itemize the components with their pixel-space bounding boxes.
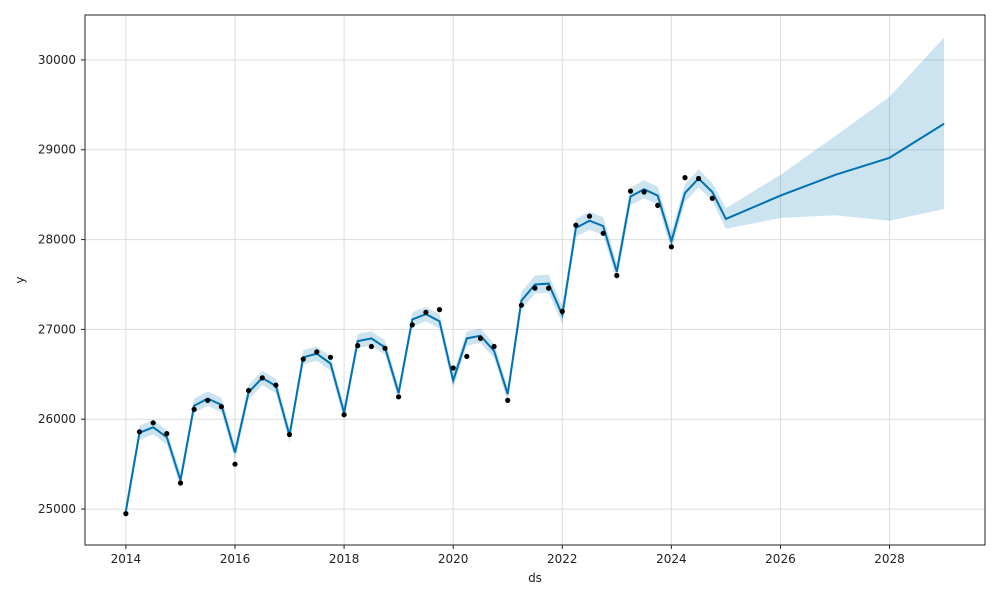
uncertainty-band [125, 37, 945, 519]
observed-point [259, 375, 265, 381]
observed-point [246, 387, 252, 394]
x-tick-label: 2016 [220, 552, 251, 566]
y-tick-label: 28000 [38, 233, 76, 247]
y-tick-label: 30000 [38, 53, 76, 67]
observed-point [627, 188, 634, 194]
observed-point [218, 404, 224, 410]
observed-point [164, 431, 170, 437]
observed-point [573, 222, 579, 228]
observed-point [150, 420, 156, 426]
observed-point [423, 309, 429, 315]
observed-point [327, 354, 334, 360]
observed-point [586, 213, 593, 219]
observed-point [614, 272, 620, 279]
observed-point [368, 343, 374, 350]
observed-point [559, 308, 565, 314]
observed-point [491, 343, 497, 350]
observed-point [314, 349, 320, 355]
observed-point [477, 335, 484, 341]
observed-points [123, 175, 715, 517]
observed-point [205, 397, 211, 403]
x-tick-label: 2028 [874, 552, 905, 566]
observed-point [450, 365, 456, 371]
y-axis-label: y [13, 276, 27, 283]
y-tick-label: 27000 [38, 322, 76, 336]
x-tick-label: 2014 [111, 552, 142, 566]
forecast-line [124, 122, 945, 512]
x-tick-label: 2026 [765, 552, 796, 566]
y-tick-label: 26000 [38, 412, 76, 426]
observed-point [136, 429, 143, 435]
observed-point [396, 394, 402, 400]
observed-point [286, 431, 293, 438]
grid [85, 15, 985, 545]
observed-point [505, 397, 511, 403]
observed-point [518, 302, 525, 308]
observed-point [668, 244, 675, 250]
observed-point [709, 195, 715, 201]
observed-point [655, 202, 661, 208]
x-tick-label: 2018 [329, 552, 360, 566]
observed-point [300, 356, 306, 362]
x-axis-label: ds [528, 571, 542, 585]
observed-point [464, 353, 470, 359]
x-tick-label: 2022 [547, 552, 578, 566]
y-axis-ticks: 25000 26000 27000 28000 29000 30000 [38, 53, 85, 516]
y-tick-label: 25000 [38, 502, 76, 516]
observed-point [273, 382, 279, 388]
y-tick-label: 29000 [38, 143, 76, 157]
observed-point [191, 406, 197, 412]
observed-point [546, 285, 552, 291]
observed-point [682, 175, 688, 181]
x-axis-ticks: 2014 2016 2018 2020 2022 2024 2026 2028 [111, 545, 905, 566]
observed-point [123, 510, 129, 517]
observed-point [532, 285, 538, 291]
observed-point [232, 461, 238, 467]
observed-point [355, 343, 361, 349]
x-tick-label: 2020 [438, 552, 469, 566]
observed-point [341, 412, 347, 418]
observed-point [177, 480, 184, 486]
observed-point [436, 307, 443, 313]
observed-point [600, 230, 606, 236]
x-tick-label: 2024 [656, 552, 687, 566]
observed-point [641, 189, 647, 195]
observed-point [409, 322, 415, 328]
observed-point [382, 345, 388, 351]
plot-frame [84, 14, 986, 546]
observed-point [696, 175, 702, 182]
